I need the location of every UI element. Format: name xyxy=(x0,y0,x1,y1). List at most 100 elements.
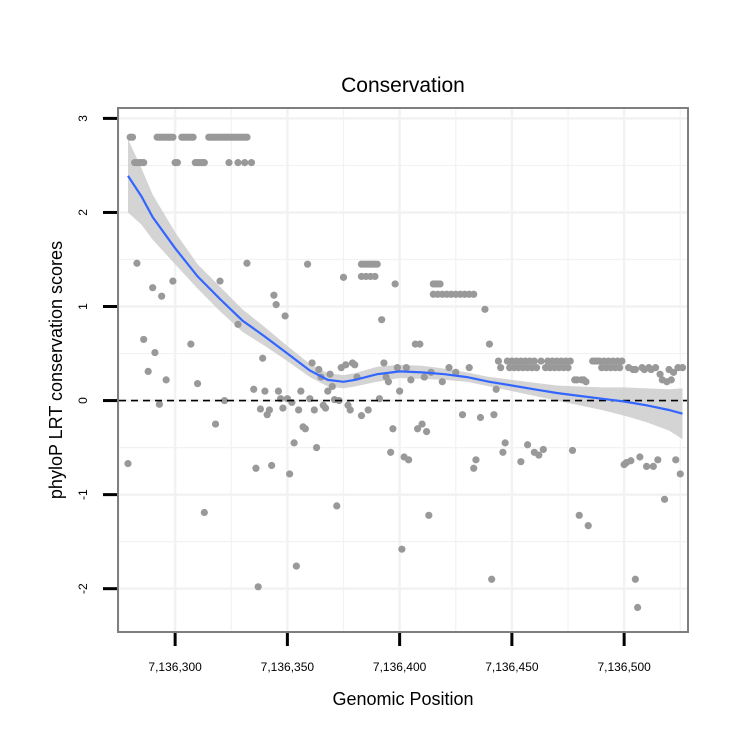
data-point xyxy=(425,511,433,519)
data-point xyxy=(530,357,538,365)
data-point xyxy=(656,370,664,378)
data-point xyxy=(241,159,249,167)
data-point xyxy=(268,461,276,470)
data-point xyxy=(436,280,444,288)
data-point xyxy=(472,456,480,464)
data-point xyxy=(200,508,208,517)
data-point xyxy=(342,361,350,369)
data-point xyxy=(413,425,422,433)
data-point xyxy=(339,273,348,281)
data-point xyxy=(616,364,624,372)
data-point xyxy=(422,428,431,436)
data-point xyxy=(321,404,330,412)
data-point xyxy=(470,464,478,472)
data-points-layer xyxy=(124,133,687,612)
data-point xyxy=(169,133,177,141)
data-point xyxy=(259,354,267,362)
data-point xyxy=(642,462,651,471)
data-point xyxy=(396,387,404,395)
data-point xyxy=(651,364,660,372)
data-point xyxy=(499,448,507,456)
data-point xyxy=(438,378,446,386)
data-point xyxy=(584,522,592,530)
data-point xyxy=(575,511,583,519)
data-point xyxy=(416,340,424,348)
data-point xyxy=(501,439,509,447)
data-point xyxy=(627,457,635,465)
data-point xyxy=(256,405,265,413)
data-point xyxy=(488,575,496,583)
y-tick-label: 1 xyxy=(76,303,90,310)
data-point xyxy=(380,359,388,367)
data-point xyxy=(452,368,460,376)
data-point xyxy=(303,260,312,268)
data-point xyxy=(481,305,489,313)
y-tick-label: -1 xyxy=(76,489,90,500)
data-point xyxy=(247,159,256,167)
data-point xyxy=(250,385,258,393)
data-point xyxy=(261,387,269,395)
data-point xyxy=(445,364,453,372)
loess-fit-line xyxy=(127,175,683,415)
y-tick-label: 3 xyxy=(76,115,90,122)
data-point xyxy=(494,357,503,365)
data-point xyxy=(128,133,137,141)
data-point xyxy=(387,448,395,456)
data-point xyxy=(490,411,498,419)
y-tick-label: 0 xyxy=(76,397,90,404)
data-point xyxy=(315,365,323,374)
data-point xyxy=(566,357,574,365)
data-point xyxy=(272,301,280,309)
data-point xyxy=(133,259,141,267)
data-point xyxy=(420,373,428,381)
data-point xyxy=(393,364,401,372)
data-point xyxy=(211,420,220,428)
data-point xyxy=(391,280,399,288)
data-point xyxy=(524,441,532,449)
data-point xyxy=(676,470,684,478)
data-point xyxy=(405,456,413,464)
data-point xyxy=(636,453,644,461)
data-point xyxy=(672,456,680,464)
data-point xyxy=(373,260,381,268)
x-axis: 7,136,300 7,136,350 7,136,400 7,136,450 7,13… xyxy=(148,633,651,674)
data-point xyxy=(418,420,426,428)
data-point xyxy=(535,451,543,459)
data-point xyxy=(476,413,485,422)
smooth-line-layer xyxy=(127,175,683,415)
data-point xyxy=(346,406,354,414)
confidence-band-layer xyxy=(127,139,683,440)
data-point xyxy=(470,290,478,298)
data-point xyxy=(301,425,309,433)
data-point xyxy=(568,446,577,455)
data-point xyxy=(564,364,572,372)
data-point xyxy=(357,412,366,420)
data-point xyxy=(158,292,166,300)
data-point xyxy=(290,439,298,447)
data-point xyxy=(279,404,287,412)
data-point xyxy=(292,562,300,570)
data-point xyxy=(378,316,386,324)
data-point xyxy=(140,159,148,167)
data-point xyxy=(458,411,467,419)
data-point xyxy=(384,378,393,386)
data-point xyxy=(631,575,639,583)
data-point xyxy=(649,462,657,471)
data-point xyxy=(216,277,224,285)
data-point xyxy=(149,284,157,292)
data-point xyxy=(634,603,642,612)
data-point xyxy=(234,320,242,328)
data-point xyxy=(465,364,473,372)
data-point xyxy=(678,364,687,372)
data-point xyxy=(669,368,678,376)
data-point xyxy=(371,272,379,281)
data-point xyxy=(173,159,181,167)
data-point xyxy=(631,365,639,374)
data-point xyxy=(389,425,397,433)
data-point xyxy=(169,277,177,285)
data-point xyxy=(281,312,289,320)
data-point xyxy=(539,445,547,454)
data-point xyxy=(286,470,294,478)
data-point xyxy=(252,464,260,472)
data-point xyxy=(537,357,545,365)
